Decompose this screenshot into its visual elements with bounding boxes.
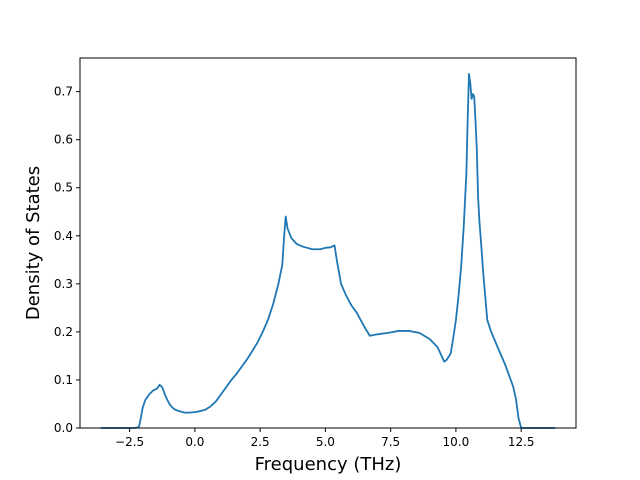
y-tick-label: 0.0	[54, 421, 73, 435]
y-axis-label: Density of States	[23, 166, 44, 320]
plot-background	[80, 58, 576, 428]
x-tick-label: −2.5	[115, 435, 144, 449]
y-tick-label: 0.1	[54, 373, 73, 387]
x-tick-label: 7.5	[381, 435, 400, 449]
x-tick-label: 12.5	[508, 435, 535, 449]
x-tick-label: 2.5	[251, 435, 270, 449]
y-tick-label: 0.7	[54, 85, 73, 99]
y-tick-label: 0.5	[54, 181, 73, 195]
axis-ticks: −2.5 0.0 2.5 5.0 7.5 10.0 12.5 0.0 0.1 0.2 0.3 0.4 0…	[54, 85, 535, 449]
y-tick-label: 0.3	[54, 277, 73, 291]
dos-series-line	[100, 72, 556, 429]
x-tick-label: 5.0	[316, 435, 335, 449]
plot-frame	[79, 57, 577, 429]
x-axis-label: Frequency (THz)	[255, 454, 402, 475]
x-tick-label: 0.0	[185, 435, 204, 449]
x-tick-label: 10.0	[443, 435, 470, 449]
y-tick-label: 0.6	[54, 133, 73, 147]
y-tick-label: 0.2	[54, 325, 73, 339]
y-tick-label: 0.4	[54, 229, 73, 243]
